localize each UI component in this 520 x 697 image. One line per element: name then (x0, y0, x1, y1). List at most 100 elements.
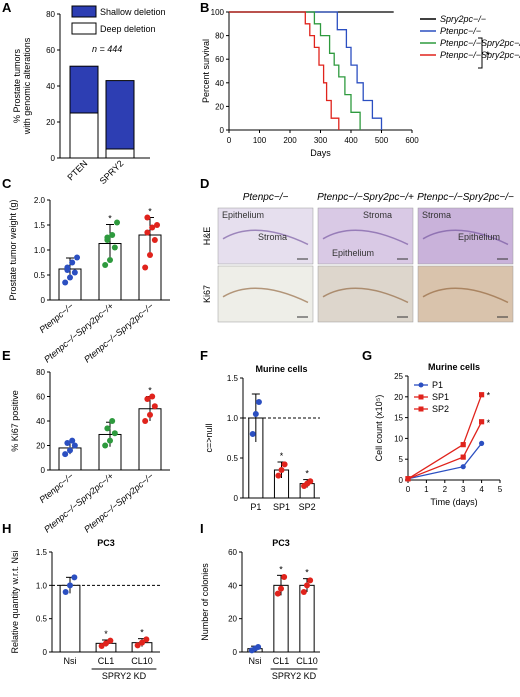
data-point (142, 264, 149, 271)
x-tick-label: P1 (250, 502, 261, 512)
y-tick-label: 80 (36, 368, 45, 377)
significance-star: * (487, 391, 491, 401)
data-point (107, 437, 113, 444)
y-tick-label: 60 (36, 393, 45, 402)
data-point (144, 214, 151, 221)
y-tick-label: 0 (43, 648, 48, 657)
x-tick-label: 5 (498, 485, 503, 494)
x-tick-label: 0 (406, 485, 411, 494)
data-point (154, 222, 161, 228)
significance-bracket (478, 37, 483, 69)
y-tick-label: 20 (394, 393, 403, 402)
row-label: Ki67 (202, 285, 212, 303)
group-label: SPRY2 KD (102, 671, 147, 681)
data-point (460, 454, 466, 460)
tissue-structure (422, 229, 509, 246)
x-tick-label: CL1 (273, 656, 290, 666)
data-point (102, 262, 109, 268)
survival-line-2 (229, 11, 361, 130)
y-tick-label: 0 (234, 494, 239, 503)
data-point (255, 399, 262, 405)
data-point (278, 585, 284, 592)
micrograph-image (317, 265, 414, 323)
y-tick-label: 40 (215, 79, 224, 88)
data-point (114, 219, 121, 226)
data-point (149, 224, 156, 231)
x-tick-label: 400 (344, 136, 358, 145)
data-point (144, 229, 151, 236)
tissue-structure (422, 287, 509, 304)
chart-h: PC3 0 0.5 1.0 1.5 Relative quantity w.r.t. Ns… (10, 538, 160, 681)
micrograph-image (417, 207, 514, 265)
y-tick-label: 0 (399, 476, 404, 485)
y-tick-label: 1.5 (227, 374, 239, 383)
data-point (62, 451, 69, 458)
n-annotation: n = 444 (92, 44, 122, 54)
bar-deep-spry2 (105, 148, 135, 159)
y-axis-label: % Prostate tumors (12, 48, 22, 123)
legend-label: Deep deletion (100, 24, 156, 34)
data-point (479, 392, 485, 398)
data-point (62, 589, 69, 595)
y-tick-label: 0 (41, 296, 46, 305)
significance-star: * (108, 214, 112, 224)
chart-title: Murine cells (428, 362, 480, 372)
chart-a: 0 20 40 60 80 % Prostate tumors with genomic a… (12, 5, 166, 186)
data-point (69, 259, 76, 266)
y-tick-label: 0.5 (227, 454, 239, 463)
chart-title: Murine cells (255, 364, 307, 374)
row-label: H&E (202, 227, 212, 246)
x-tick-label: SP1 (273, 502, 290, 512)
data-point (143, 636, 150, 643)
data-point (307, 478, 314, 485)
panel-label-a: A (2, 0, 12, 15)
data-point (307, 577, 314, 584)
y-tick-label: 20 (46, 118, 55, 127)
data-point (405, 476, 411, 482)
bar-shallow-pten (69, 65, 99, 114)
significance-star: * (487, 418, 491, 428)
panel-label-i: I (200, 521, 204, 536)
chart-title: PC3 (97, 538, 115, 548)
y-tick-label: 40 (228, 581, 237, 590)
significance-star: * (305, 568, 309, 578)
data-point (98, 643, 105, 649)
legend-label: Ptenpc−/− (440, 26, 481, 36)
survival-line-1 (229, 11, 383, 130)
x-tick-label: Nsi (64, 656, 77, 666)
data-point (304, 582, 310, 589)
tissue-label: Epithelium (458, 232, 500, 242)
panel-label-f: F (200, 348, 208, 363)
growth-line-0 (407, 442, 483, 480)
data-point (67, 274, 73, 281)
x-tick-label: PTEN (65, 158, 89, 182)
chart-b: 0 20 40 60 80 100 Percent survival 0 100 200 300 40… (201, 8, 520, 158)
x-tick-label: 4 (479, 485, 484, 494)
tissue-label: Stroma (363, 210, 392, 220)
data-point (252, 411, 259, 417)
legend-label: P1 (432, 380, 443, 390)
data-point (278, 467, 285, 473)
significance-star: * (104, 629, 108, 639)
y-tick-label: 15 (394, 414, 403, 423)
significance-star: * (305, 469, 309, 479)
y-tick-label: 0.5 (36, 615, 48, 624)
y-tick-label: 40 (36, 417, 45, 426)
column-header: Ptenpc−/− (243, 192, 289, 203)
data-point (107, 637, 114, 644)
data-point (104, 425, 111, 432)
data-point (109, 232, 116, 238)
data-point (134, 642, 141, 649)
data-point (479, 419, 485, 425)
data-point (281, 574, 288, 580)
y-axis-label: c=>null (204, 423, 214, 452)
significance-star: * (148, 386, 152, 396)
significance-star: * (148, 207, 152, 217)
data-point (67, 447, 73, 454)
x-tick-label: 2 (443, 485, 448, 494)
x-tick-label: 100 (253, 136, 267, 145)
x-tick-label: 1 (424, 485, 429, 494)
significance-star: * (486, 50, 490, 60)
data-point (147, 411, 153, 418)
